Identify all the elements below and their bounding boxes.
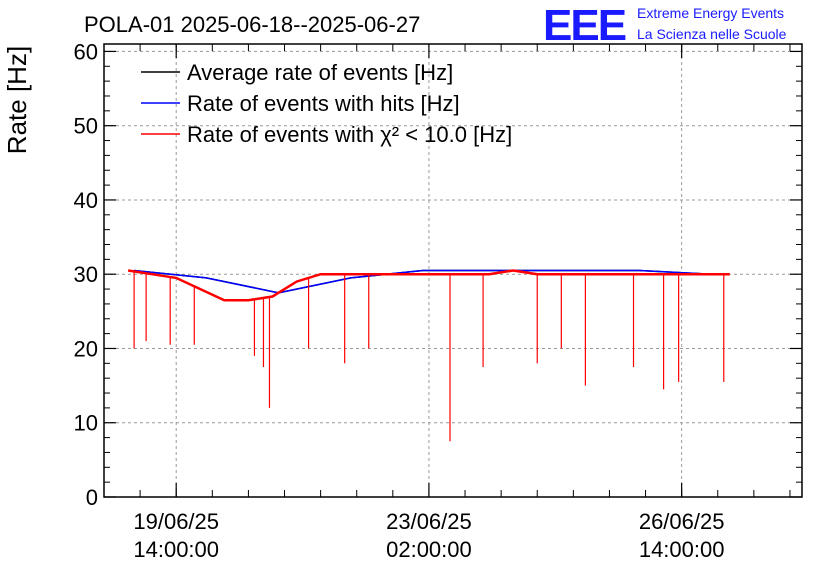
eee-logo: EEE Extreme Energy Events La Scienza nel…: [543, 1, 787, 50]
y-tick-label-4: 40: [74, 188, 98, 213]
chart-title: POLA-01 2025-06-18--2025-06-27: [84, 12, 420, 37]
series-line-1: [134, 269, 724, 294]
axes-layer: 0 10 20 30 40 50 60 19/06/25 14:00:00 23/06/25 02:…: [74, 39, 803, 562]
y-tick-label-0: 0: [86, 485, 98, 510]
x-tick-label-date-0: 19/06/25: [133, 509, 219, 534]
legend-label-chi2: Rate of events with χ² < 10.0 [Hz]: [187, 122, 512, 147]
y-axis-label: Rate [Hz]: [2, 46, 32, 154]
legend-label-average: Average rate of events [Hz]: [187, 60, 453, 85]
x-tick-label-date-1: 23/06/25: [386, 509, 472, 534]
y-tick-label-1: 10: [74, 411, 98, 436]
legend: Average rate of events [Hz] Rate of even…: [141, 60, 512, 147]
logo-eee-text: EEE: [543, 1, 626, 50]
legend-label-hits: Rate of events with hits [Hz]: [187, 91, 460, 116]
logo-line2: La Scienza nelle Scuole: [637, 26, 787, 42]
y-tick-label-2: 20: [74, 336, 98, 361]
y-tick-label-5: 50: [74, 114, 98, 139]
data-layer: [127, 269, 730, 442]
x-tick-label-time-2: 14:00:00: [639, 537, 725, 562]
x-tick-label-time-0: 14:00:00: [133, 537, 219, 562]
y-tick-label-3: 30: [74, 262, 98, 287]
plot-frame: [103, 43, 803, 498]
y-tick-label-6: 60: [74, 39, 98, 64]
x-tick-label-date-2: 26/06/25: [639, 509, 725, 534]
x-tick-label-time-1: 02:00:00: [386, 537, 472, 562]
series-line-2: [127, 269, 730, 302]
logo-line1: Extreme Energy Events: [637, 5, 784, 21]
